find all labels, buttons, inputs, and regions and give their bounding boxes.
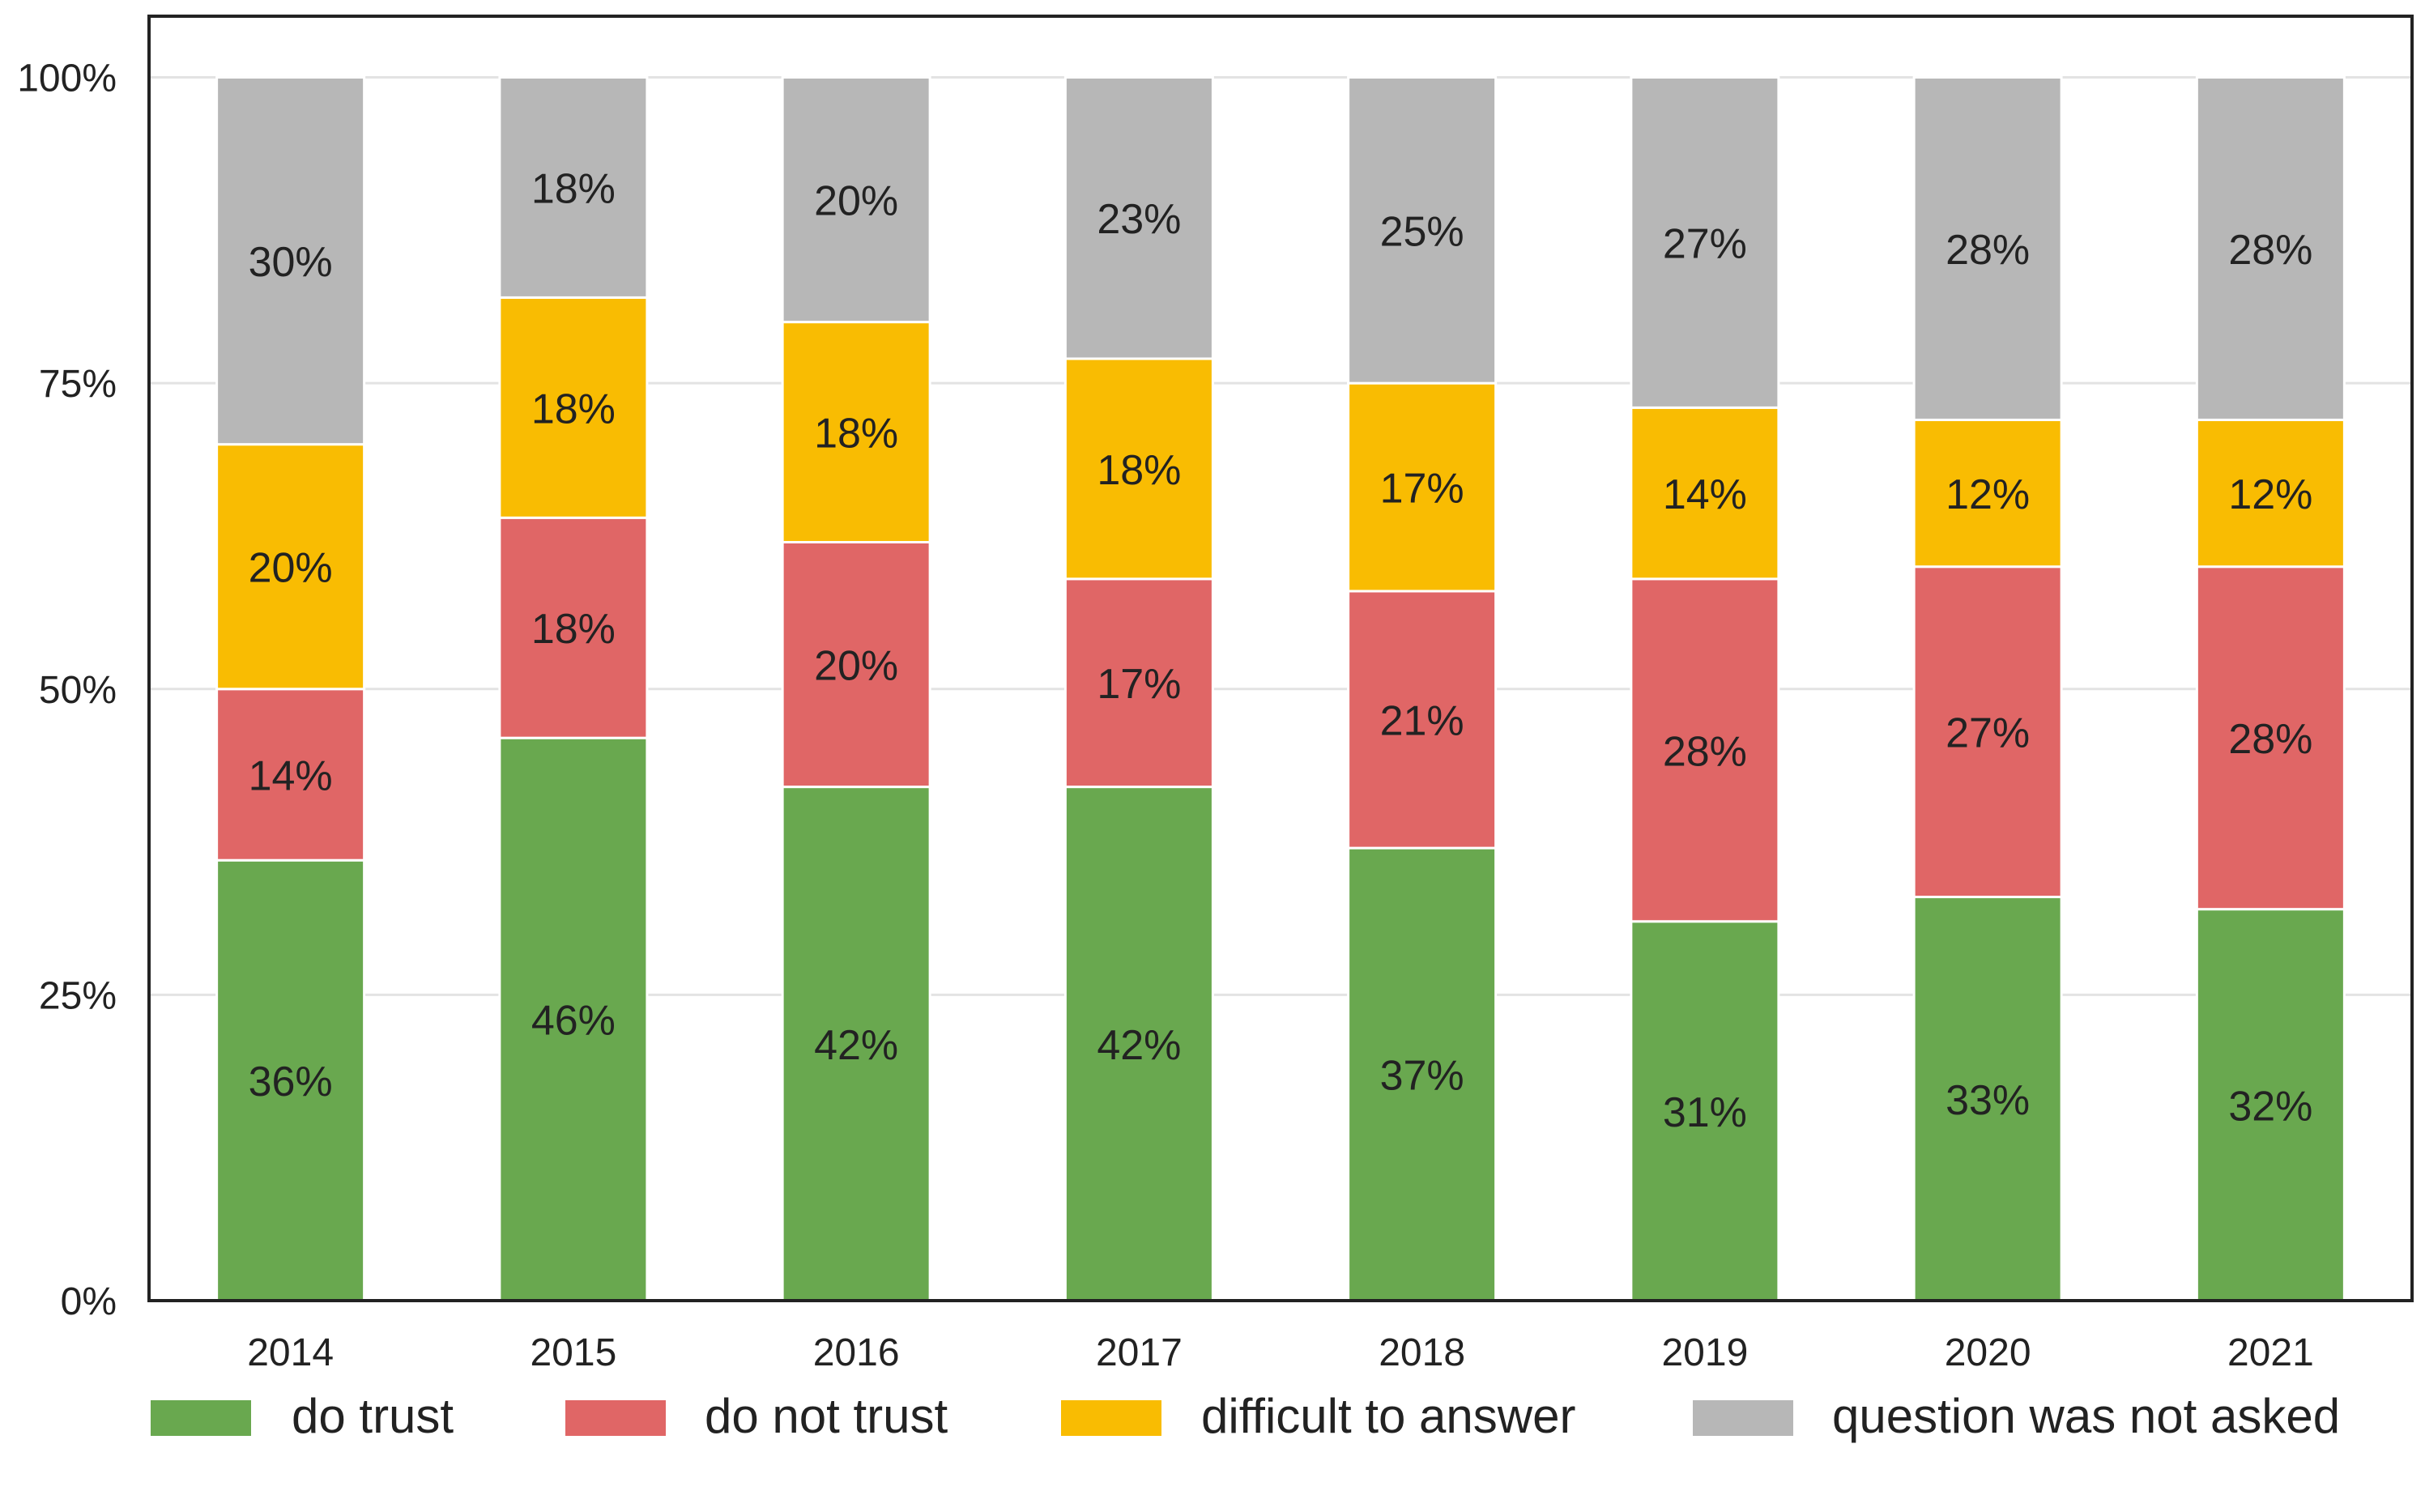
bar-segment: [1063, 786, 1214, 1302]
x-tick-label: 2017: [1096, 1331, 1183, 1374]
data-label: 28%: [2228, 227, 2312, 274]
bar-segment: [1063, 357, 1214, 581]
data-label: 17%: [1380, 466, 1464, 513]
x-tick-label: 2018: [1379, 1331, 1465, 1374]
x-tick-label: 2021: [2227, 1331, 2314, 1374]
legend-label: question was not asked: [1832, 1389, 2340, 1443]
bar-segment: [781, 321, 931, 544]
legend-label: do not trust: [705, 1389, 948, 1443]
x-axis-ticks: 2014 2015 2016 2017 2018 2019 2020 2021: [247, 1331, 2314, 1374]
legend-swatch: [151, 1400, 251, 1436]
bar-segment: [1347, 590, 1498, 850]
legend-swatch: [1061, 1400, 1161, 1436]
bar-segment: [498, 76, 649, 299]
data-labels: 36% 14% 20% 30% 46% 18% 18% 18% 42% 20% 18% 20% 42% 1…: [249, 165, 2313, 1135]
legend-swatch: [1693, 1400, 1793, 1436]
bars: [215, 76, 2346, 1302]
data-label: 30%: [249, 239, 333, 286]
y-tick-label: 25%: [39, 974, 117, 1017]
data-label: 36%: [249, 1058, 333, 1105]
bar-segment: [781, 786, 931, 1302]
bar-segment: [2195, 76, 2346, 421]
data-label: 18%: [531, 165, 616, 212]
data-label: 37%: [1380, 1053, 1464, 1100]
y-tick-label: 100%: [17, 57, 117, 100]
bar-segment: [498, 296, 649, 519]
legend-label: difficult to answer: [1201, 1389, 1575, 1443]
data-label: 12%: [1946, 471, 2030, 518]
data-label: 18%: [531, 385, 616, 432]
y-tick-label: 50%: [39, 669, 117, 712]
data-label: 27%: [1946, 710, 2030, 757]
bar-segment: [1912, 896, 2063, 1302]
data-label: 18%: [531, 606, 616, 653]
data-label: 14%: [1663, 471, 1747, 518]
data-label: 31%: [1663, 1089, 1747, 1136]
bar-segment: [2195, 418, 2346, 569]
data-label: 32%: [2228, 1083, 2312, 1130]
bar-segment: [2195, 565, 2346, 911]
bar-segment: [215, 76, 366, 446]
legend-label: do trust: [292, 1389, 454, 1443]
x-tick-label: 2014: [247, 1331, 334, 1374]
x-tick-label: 2020: [1945, 1331, 2031, 1374]
x-tick-label: 2016: [813, 1331, 900, 1374]
y-tick-label: 75%: [39, 363, 117, 406]
bar-segment: [215, 688, 366, 862]
data-label: 42%: [1097, 1022, 1181, 1069]
bar-segment: [215, 858, 366, 1302]
data-label: 14%: [249, 752, 333, 799]
data-label: 18%: [814, 411, 898, 458]
bar-segment: [1347, 846, 1498, 1302]
bar-segment: [1630, 406, 1780, 581]
data-label: 20%: [814, 643, 898, 690]
data-label: 23%: [1097, 196, 1181, 243]
bar-segment: [1063, 577, 1214, 789]
bar-segment: [1630, 76, 1780, 409]
data-label: 21%: [1380, 698, 1464, 745]
bar-segment: [1347, 76, 1498, 385]
data-label: 20%: [814, 178, 898, 225]
data-label: 20%: [249, 545, 333, 592]
bar-segment: [1347, 381, 1498, 593]
data-label: 28%: [2228, 716, 2312, 763]
bar-segment: [1630, 920, 1780, 1302]
data-label: 28%: [1663, 728, 1747, 775]
data-label: 27%: [1663, 220, 1747, 267]
bar-segment: [781, 541, 931, 789]
data-label: 25%: [1380, 208, 1464, 255]
bar-segment: [1630, 577, 1780, 923]
bar-segment: [1912, 565, 2063, 899]
bar-segment: [781, 76, 931, 324]
data-label: 28%: [1946, 227, 2030, 274]
legend-swatch: [565, 1400, 666, 1436]
grid-lines: [149, 76, 2412, 1302]
y-tick-label: 0%: [61, 1280, 117, 1323]
data-label: 33%: [1946, 1077, 2030, 1124]
data-label: 17%: [1097, 661, 1181, 708]
legend: do trust do not trust difficult to answer q…: [151, 1389, 2340, 1443]
data-label: 46%: [531, 998, 616, 1045]
bar-segment: [1912, 418, 2063, 569]
x-tick-label: 2015: [530, 1331, 616, 1374]
data-label: 18%: [1097, 447, 1181, 494]
plot-frame: [147, 15, 2414, 1302]
bar-segment: [1912, 76, 2063, 421]
x-tick-label: 2019: [1661, 1331, 1748, 1374]
data-label: 12%: [2228, 471, 2312, 518]
bar-segment: [1063, 76, 1214, 360]
data-label: 42%: [814, 1022, 898, 1069]
bar-segment: [2195, 908, 2346, 1302]
y-axis-ticks: 0% 25% 50% 75% 100%: [17, 57, 117, 1323]
